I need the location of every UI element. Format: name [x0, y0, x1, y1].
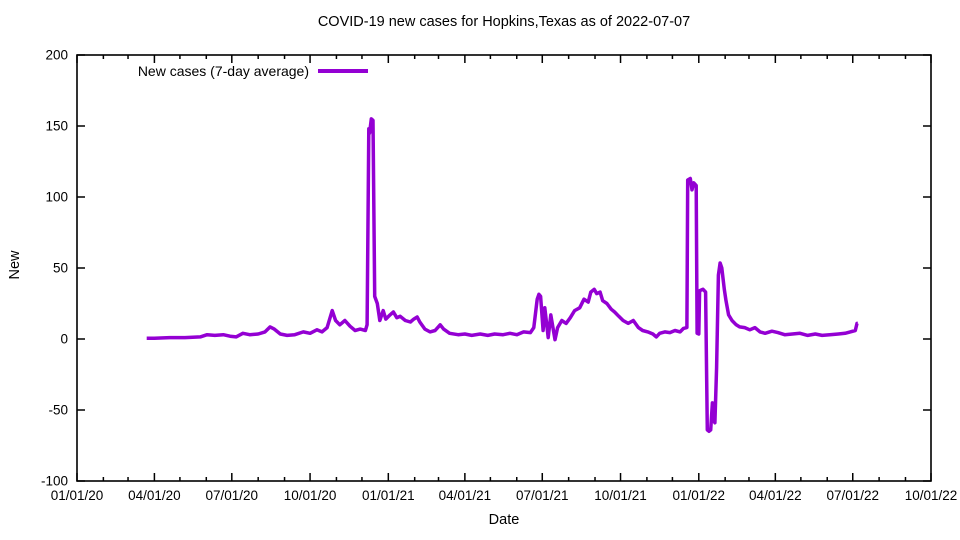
- y-tick-label: 0: [60, 332, 68, 347]
- legend: New cases (7-day average): [0, 63, 368, 79]
- x-tick-label: 04/01/21: [439, 488, 492, 503]
- legend-line-swatch: [318, 69, 368, 73]
- x-tick-label: 01/01/21: [362, 488, 415, 503]
- chart-title: COVID-19 new cases for Hopkins,Texas as …: [317, 14, 691, 30]
- x-tick-label: 07/01/22: [826, 488, 879, 503]
- y-tick-label: -50: [48, 403, 68, 418]
- legend-label: New cases (7-day average): [137, 63, 309, 79]
- series-line: [146, 117, 859, 434]
- x-tick-label: 07/01/20: [206, 488, 259, 503]
- plot-frame: [76, 54, 932, 482]
- y-tick-label: 100: [45, 190, 68, 205]
- x-tick-label: 01/01/22: [673, 488, 726, 503]
- x-tick-label: 01/01/20: [51, 488, 104, 503]
- y-tick-label: -100: [41, 474, 68, 489]
- x-tick-label: 10/01/21: [594, 488, 647, 503]
- x-tick-label: 10/01/22: [905, 488, 958, 503]
- y-tick-label: 50: [53, 261, 68, 276]
- y-tick-label: 200: [45, 48, 68, 63]
- x-tick-label: 07/01/21: [516, 488, 569, 503]
- x-axis-label: Date: [488, 512, 520, 528]
- x-tick-label: 04/01/20: [128, 488, 181, 503]
- x-tick-label: 10/01/20: [284, 488, 337, 503]
- x-tick-label: 04/01/22: [749, 488, 802, 503]
- y-tick-label: 150: [45, 119, 68, 134]
